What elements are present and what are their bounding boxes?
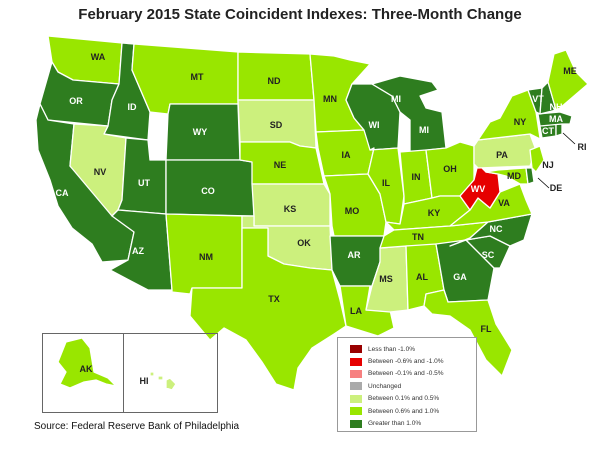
- label-NE: NE: [274, 160, 287, 170]
- legend-label: Between 0.6% and 1.0%: [368, 407, 440, 415]
- state-FL[interactable]: [423, 289, 513, 377]
- source-note: Source: Federal Reserve Bank of Philadel…: [34, 421, 240, 432]
- legend-swatch: [350, 345, 362, 354]
- state-AK[interactable]: [57, 337, 117, 389]
- state-NC[interactable]: [449, 213, 533, 247]
- legend-label: Less than -1.0%: [368, 345, 415, 353]
- label-CO: CO: [201, 186, 215, 196]
- label-NC: NC: [490, 224, 503, 234]
- label-VA: VA: [498, 198, 510, 208]
- label-HI: HI: [140, 376, 149, 386]
- label-MN: MN: [323, 94, 337, 104]
- label-NM: NM: [199, 252, 213, 262]
- label-MI: MI: [391, 94, 401, 104]
- label-MO: MO: [345, 206, 360, 216]
- legend-swatch: [350, 369, 362, 378]
- label-FL: FL: [481, 324, 492, 334]
- label-NV: NV: [94, 167, 107, 177]
- legend-swatch: [350, 357, 362, 366]
- label-TX: TX: [268, 294, 280, 304]
- legend-swatch: [350, 394, 362, 403]
- state-DE[interactable]: [525, 167, 535, 185]
- label-LA: LA: [350, 306, 362, 316]
- label-MT: MT: [191, 72, 204, 82]
- label-AK: AK: [80, 364, 93, 374]
- state-MI[interactable]: [371, 75, 447, 153]
- label-GA: GA: [453, 272, 467, 282]
- label-MS: MS: [379, 274, 393, 284]
- label-TN: TN: [412, 232, 424, 242]
- state-ME[interactable]: [547, 49, 589, 111]
- label-OR: OR: [69, 96, 83, 106]
- label-WY: WY: [193, 127, 208, 137]
- label-UT: UT: [138, 178, 150, 188]
- label-ND: ND: [268, 76, 281, 86]
- label-VT: VT: [532, 94, 544, 104]
- label-ME: ME: [563, 66, 577, 76]
- state-LA[interactable]: [339, 285, 395, 337]
- label-NY: NY: [514, 117, 527, 127]
- label-WA: WA: [91, 52, 106, 62]
- de-leader-line: [537, 177, 550, 189]
- label-IL: IL: [382, 178, 391, 188]
- state-HI[interactable]: [149, 371, 177, 391]
- label-CA: CA: [56, 188, 69, 198]
- alaska-hawaii-inset: [42, 333, 218, 413]
- label-MD: MD: [507, 171, 521, 181]
- legend-label: Between -0.1% and -0.5%: [368, 370, 444, 378]
- label-KY: KY: [428, 208, 441, 218]
- label-RI: RI: [578, 142, 587, 152]
- state-RI[interactable]: [555, 123, 563, 137]
- state-WV[interactable]: [459, 163, 501, 211]
- label-KS: KS: [284, 204, 297, 214]
- label-OH: OH: [443, 164, 457, 174]
- legend-label: Greater than 1.0%: [368, 420, 422, 428]
- label-PA: PA: [496, 150, 508, 160]
- state-MA[interactable]: [537, 111, 573, 127]
- label-MA: MA: [549, 114, 563, 124]
- legend-item: Between -0.6% and -1.0%: [350, 355, 476, 367]
- legend-item: Unchanged: [350, 380, 476, 392]
- label-NJ: NJ: [542, 160, 554, 170]
- label-ID: ID: [128, 102, 138, 112]
- legend-label: Unchanged: [368, 382, 402, 390]
- map-title: February 2015 State Coincident Indexes: …: [78, 6, 522, 23]
- label-MI: MI: [419, 125, 429, 135]
- legend-label: Between 0.1% and 0.5%: [368, 395, 440, 403]
- legend-label: Between -0.6% and -1.0%: [368, 358, 444, 366]
- legend-item: Between 0.1% and 0.5%: [350, 393, 476, 405]
- label-WV: WV: [471, 184, 486, 194]
- label-NH: NH: [550, 102, 563, 112]
- legend-item: Between 0.6% and 1.0%: [350, 405, 476, 417]
- inset-divider: [123, 334, 124, 412]
- label-OK: OK: [297, 238, 311, 248]
- label-DE: DE: [550, 183, 563, 193]
- legend-item: Less than -1.0%: [350, 343, 476, 355]
- label-AZ: AZ: [132, 246, 144, 256]
- legend-swatch: [350, 419, 362, 428]
- legend-swatch: [350, 382, 362, 391]
- label-AL: AL: [416, 272, 428, 282]
- label-CT: CT: [542, 126, 554, 136]
- label-SD: SD: [270, 120, 283, 130]
- legend-item: Greater than 1.0%: [350, 417, 476, 429]
- state-NJ[interactable]: [529, 145, 545, 173]
- legend-item: Between -0.1% and -0.5%: [350, 368, 476, 380]
- label-WI: WI: [369, 120, 380, 130]
- label-SC: SC: [482, 250, 495, 260]
- state-UT[interactable]: [117, 137, 167, 215]
- legend: Less than -1.0% Between -0.6% and -1.0% Be…: [337, 337, 477, 432]
- label-IN: IN: [412, 172, 421, 182]
- ri-leader-line: [562, 132, 576, 145]
- legend-swatch: [350, 407, 362, 416]
- label-AR: AR: [348, 250, 361, 260]
- state-TX[interactable]: [189, 227, 347, 391]
- label-IA: IA: [342, 150, 352, 160]
- state-MD[interactable]: [485, 167, 529, 185]
